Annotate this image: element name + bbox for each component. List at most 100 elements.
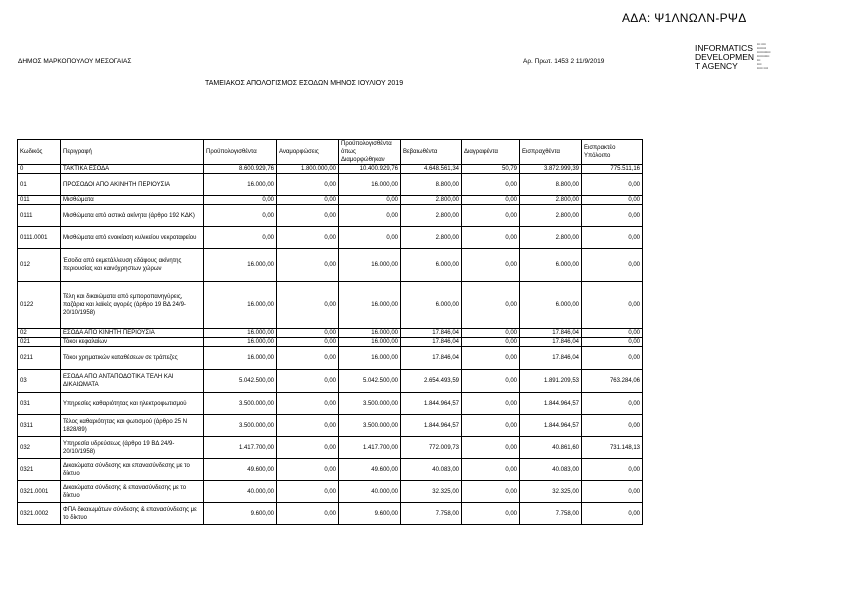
code-cell: 0122 <box>17 281 61 329</box>
table-row: 0321.0001 Δικαιώματα σύνδεσης & επανασύνδ… <box>17 480 643 503</box>
table-row: 031 Υπηρεσίες καθαριότητας και ηλεκτροφωτ… <box>17 392 643 415</box>
amount-cell: 17.846,04 <box>519 328 582 338</box>
description-cell: Έσοδα από εκμετάλλευση εδάφους ακίνητης … <box>60 248 204 282</box>
amount-cell: 0,00 <box>276 328 339 338</box>
amount-cell: 16.000,00 <box>203 248 277 282</box>
table-row: 012 Έσοδα από εκμετάλλευση εδάφους ακίνητ… <box>17 248 643 282</box>
amount-cell: 1.844.964,57 <box>400 414 462 437</box>
amount-cell: 17.846,04 <box>400 346 462 370</box>
code-cell: 031 <box>17 392 61 415</box>
amount-cell: 2.800,00 <box>519 204 582 227</box>
amount-cell: 17.846,04 <box>400 328 462 338</box>
amount-cell: 16.000,00 <box>203 173 277 196</box>
table-row: 0321 Δικαιώματα σύνδεσης και επανασύνδεση… <box>17 458 643 481</box>
amount-cell: 0,00 <box>276 248 339 282</box>
amount-cell: 1.844.964,57 <box>519 414 582 437</box>
amount-cell: 0,00 <box>461 281 520 329</box>
description-cell: Υπηρεσία υδρεύσεως (άρθρο 19 ΒΔ 24/9-20/… <box>60 436 204 459</box>
column-header: Εισπρακτέο Υπόλοιπο <box>581 139 643 165</box>
code-cell: 01 <box>17 173 61 196</box>
description-cell: ΦΠΑ δικαιωμάτων σύνδεσης & επανασύνδεσης… <box>60 502 204 525</box>
column-header: Διαγραφέντα <box>461 139 520 165</box>
amount-cell: 0,00 <box>461 195 520 205</box>
column-header: Προϋπολογισθέντα όπως Διαμορφώθηκαν <box>338 139 401 165</box>
amount-cell: 0,00 <box>276 346 339 370</box>
amount-cell: 2.800,00 <box>519 195 582 205</box>
code-cell: 012 <box>17 248 61 282</box>
amount-cell: 0,00 <box>276 204 339 227</box>
code-cell: 021 <box>17 337 61 347</box>
amount-cell: 9.600,00 <box>203 502 277 525</box>
code-cell: 011 <box>17 195 61 205</box>
amount-cell: 0,00 <box>276 369 339 393</box>
amount-cell: 0,00 <box>276 502 339 525</box>
amount-cell: 7.758,00 <box>519 502 582 525</box>
amount-cell: 0,00 <box>581 204 643 227</box>
table-row: 0321.0002 ΦΠΑ δικαιωμάτων σύνδεσης & επαν… <box>17 502 643 525</box>
amount-cell: 0,00 <box>203 195 277 205</box>
amount-cell: 0,00 <box>203 226 277 249</box>
table-row: 0311 Τέλος καθαριότητας και φωτισμού (άρθ… <box>17 414 643 437</box>
signature-line: DEVELOPMEN <box>695 52 755 62</box>
amount-cell: 0,00 <box>581 480 643 503</box>
amount-cell: 6.000,00 <box>400 248 462 282</box>
amount-cell: 6.000,00 <box>519 281 582 329</box>
code-cell: 0321 <box>17 458 61 481</box>
table-row: 03 ΕΣΟΔΑ ΑΠΟ ΑΝΤΑΠΟΔΟΤΙΚΑ ΤΕΛΗ ΚΑΙ ΔΙΚΑΙΩ… <box>17 369 643 393</box>
description-cell: ΕΣΟΔΑ ΑΠΟ ΚΙΝΗΤΗ ΠΕΡΙΟΥΣΙΑ <box>60 328 204 338</box>
amount-cell: 0,00 <box>276 436 339 459</box>
amount-cell: 3.500.000,00 <box>338 392 401 415</box>
amount-cell: 16.000,00 <box>203 281 277 329</box>
amount-cell: 731.148,13 <box>581 436 643 459</box>
amount-cell: 50,79 <box>461 164 520 174</box>
amount-cell: 49.600,00 <box>338 458 401 481</box>
amount-cell: 6.000,00 <box>519 248 582 282</box>
description-cell: Τόκοι κεφαλαίων <box>60 337 204 347</box>
amount-cell: 0,00 <box>461 173 520 196</box>
amount-cell: 10.400.929,76 <box>338 164 401 174</box>
amount-cell: 16.000,00 <box>338 328 401 338</box>
amount-cell: 0,00 <box>461 346 520 370</box>
amount-cell: 0,00 <box>276 480 339 503</box>
signature-line: T AGENCY <box>695 61 738 71</box>
amount-cell: 0,00 <box>581 173 643 196</box>
code-cell: 03 <box>17 369 61 393</box>
code-cell: 032 <box>17 436 61 459</box>
amount-cell: 3.872.999,39 <box>519 164 582 174</box>
amount-cell: 8.800,00 <box>400 173 462 196</box>
amount-cell: 2.654.493,59 <box>400 369 462 393</box>
amount-cell: 16.000,00 <box>338 346 401 370</box>
description-cell: Υπηρεσίες καθαριότητας και ηλεκτροφωτισμ… <box>60 392 204 415</box>
amount-cell: 2.800,00 <box>400 204 462 227</box>
amount-cell: 0,00 <box>581 328 643 338</box>
amount-cell: 0,00 <box>461 414 520 437</box>
amount-cell: 17.846,04 <box>519 346 582 370</box>
amount-cell: 0,00 <box>581 346 643 370</box>
amount-cell: 0,00 <box>461 328 520 338</box>
table-row: 0211 Τόκοι χρηματικών καταθέσεων σε τράπε… <box>17 346 643 370</box>
amount-cell: 4.648.561,34 <box>400 164 462 174</box>
amount-cell: 0,00 <box>461 369 520 393</box>
description-cell: ΤΑΚΤΙΚΑ ΕΣΟΔΑ <box>60 164 204 174</box>
amount-cell: 0,00 <box>461 392 520 415</box>
ada-stamp: ΑΔΑ: Ψ1ΛΝΩΛΝ-ΡΨΔ <box>622 11 747 25</box>
amount-cell: 1.417.700,00 <box>203 436 277 459</box>
amount-cell: 0,00 <box>581 248 643 282</box>
table-row: 0111.0001 Μισθώματα από ενοικίαση κυλικεί… <box>17 226 643 249</box>
amount-cell: 0,00 <box>461 458 520 481</box>
revenue-table: Κωδικός Περιγραφή Προϋπολογισθέντα Αναμορφώ… <box>17 139 643 525</box>
description-cell: Μισθώματα <box>60 195 204 205</box>
code-cell: 0311 <box>17 414 61 437</box>
code-cell: 0321.0002 <box>17 502 61 525</box>
amount-cell: 0,00 <box>581 195 643 205</box>
amount-cell: 16.000,00 <box>338 337 401 347</box>
amount-cell: 0,00 <box>461 204 520 227</box>
amount-cell: 16.000,00 <box>338 248 401 282</box>
table-row: 0122 Τέλη και δικαιώματα από εμποροπανηγύ… <box>17 281 643 329</box>
amount-cell: 0,00 <box>461 337 520 347</box>
amount-cell: 40.000,00 <box>338 480 401 503</box>
amount-cell: 0,00 <box>461 248 520 282</box>
document-title: ΤΑΜΕΙΑΚΟΣ ΑΠΟΛΟΓΙΣΜΟΣ ΕΣΟΔΩΝ ΜΗΝΟΣ ΙΟΥΛΙ… <box>205 80 404 87</box>
municipality-name: ΔΗΜΟΣ ΜΑΡΚΟΠΟΥΛΟΥ ΜΕΣΟΓΑΙΑΣ <box>18 58 132 65</box>
amount-cell: 0,00 <box>461 480 520 503</box>
